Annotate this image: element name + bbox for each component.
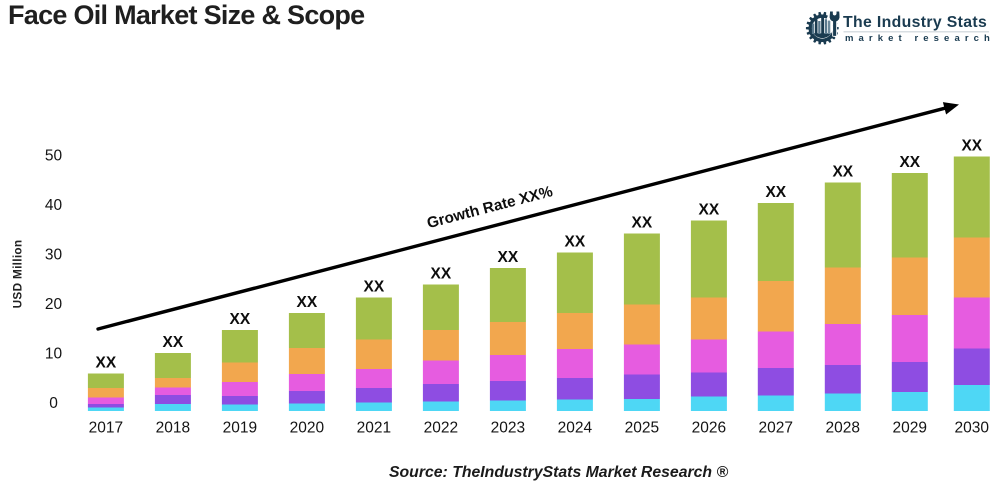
svg-text:XX: XX	[961, 138, 982, 155]
svg-text:2017: 2017	[89, 420, 123, 437]
svg-text:2030: 2030	[955, 420, 990, 437]
svg-text:XX: XX	[498, 249, 519, 266]
svg-text:2019: 2019	[223, 420, 257, 437]
svg-text:50: 50	[45, 147, 63, 164]
svg-text:XX: XX	[230, 311, 251, 328]
svg-text:40: 40	[45, 197, 63, 214]
svg-text:XX: XX	[431, 266, 452, 283]
svg-text:Growth Rate XX%: Growth Rate XX%	[425, 183, 555, 232]
svg-text:XX: XX	[364, 279, 385, 296]
svg-text:XX: XX	[297, 294, 318, 311]
svg-text:2023: 2023	[491, 420, 525, 437]
svg-text:0: 0	[49, 395, 58, 412]
svg-text:XX: XX	[163, 334, 184, 351]
svg-text:2025: 2025	[625, 420, 659, 437]
svg-text:30: 30	[45, 246, 63, 263]
svg-text:The Industry Stats: The Industry Stats	[843, 14, 987, 31]
svg-text:2020: 2020	[290, 420, 325, 437]
svg-text:XX: XX	[699, 202, 720, 219]
svg-text:2022: 2022	[424, 420, 458, 437]
svg-text:XX: XX	[96, 355, 117, 372]
svg-text:2024: 2024	[558, 420, 593, 437]
svg-text:USD Million: USD Million	[11, 240, 25, 309]
svg-text:20: 20	[45, 296, 63, 313]
svg-text:2021: 2021	[357, 420, 391, 437]
svg-text:2027: 2027	[759, 420, 793, 437]
svg-text:XX: XX	[832, 164, 853, 181]
svg-text:2026: 2026	[692, 420, 726, 437]
svg-text:XX: XX	[899, 154, 920, 171]
svg-text:XX: XX	[765, 184, 786, 201]
svg-text:2029: 2029	[893, 420, 927, 437]
svg-text:market research: market research	[845, 33, 995, 44]
svg-text:10: 10	[45, 345, 63, 362]
svg-text:2028: 2028	[826, 420, 860, 437]
svg-text:XX: XX	[565, 234, 586, 251]
svg-text:Face Oil Market Size & Scope: Face Oil Market Size & Scope	[8, 0, 365, 30]
svg-text:XX: XX	[632, 215, 653, 232]
svg-text:2018: 2018	[156, 420, 190, 437]
svg-text:Source: TheIndustryStats Marke: Source: TheIndustryStats Market Research…	[389, 464, 728, 481]
